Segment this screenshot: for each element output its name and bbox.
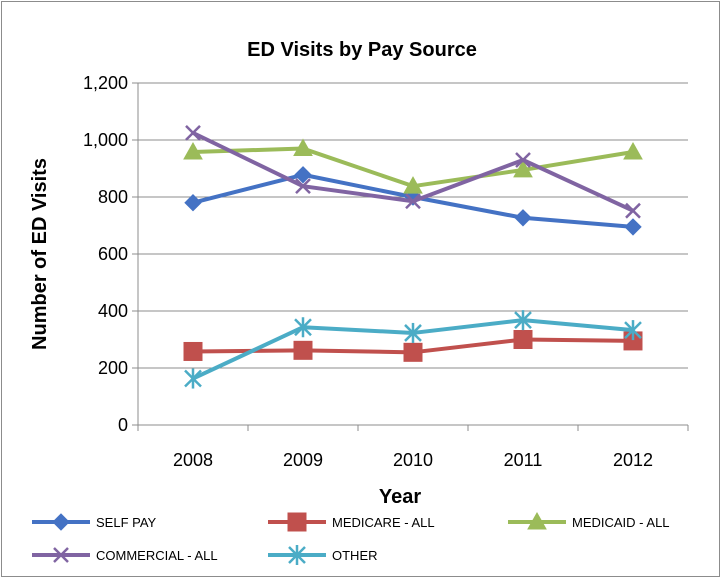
- legend-marker-stroke: [53, 547, 69, 563]
- series-medicare-all: [183, 330, 643, 362]
- data-point: [514, 209, 532, 227]
- data-point-stroke: [625, 202, 641, 219]
- y-tick-label: 1,000: [83, 130, 128, 150]
- legend: SELF PAY MEDICARE - ALL MEDICAID - ALL COMM…: [32, 511, 670, 565]
- series-other: [184, 310, 642, 389]
- data-point: [515, 152, 531, 168]
- x-tick-label: 2010: [393, 450, 433, 470]
- legend-label: SELF PAY: [96, 515, 157, 530]
- data-point: [295, 178, 311, 195]
- legend-marker: [53, 547, 69, 563]
- data-point-stroke: [295, 178, 311, 195]
- data-point-stroke: [515, 152, 531, 168]
- data-point: [183, 341, 203, 361]
- data-point: [294, 166, 312, 184]
- y-tick-label: 200: [98, 358, 128, 378]
- legend-label: COMMERCIAL - ALL: [96, 548, 218, 563]
- data-point: [623, 141, 643, 160]
- y-tick-label: 400: [98, 301, 128, 321]
- data-point: [403, 342, 423, 362]
- legend-item: OTHER: [268, 545, 378, 565]
- data-point: [514, 310, 532, 331]
- data-point: [625, 202, 641, 219]
- series-layer: [183, 124, 643, 389]
- legend-item: MEDICAID - ALL: [508, 511, 670, 530]
- legend-label: MEDICAID - ALL: [572, 515, 670, 530]
- series-self-pay: [184, 166, 642, 236]
- y-tick-label: 600: [98, 244, 128, 264]
- data-point: [403, 176, 423, 194]
- legend-marker: [287, 512, 307, 532]
- legend-marker: [52, 513, 70, 531]
- data-point: [184, 368, 202, 389]
- data-point-stroke: [185, 124, 201, 141]
- gridlines: [138, 82, 688, 369]
- legend-marker: [527, 511, 547, 530]
- legend-label: MEDICARE - ALL: [332, 515, 435, 530]
- legend-marker: [288, 545, 306, 565]
- legend-item: SELF PAY: [32, 513, 157, 531]
- data-point: [185, 124, 201, 141]
- data-point: [513, 330, 533, 349]
- data-point: [183, 141, 203, 160]
- x-tick-label: 2008: [173, 450, 213, 470]
- series-commercial-all: [185, 124, 641, 219]
- x-tick-label: 2012: [613, 450, 653, 470]
- y-tick-label: 1,200: [83, 73, 128, 93]
- data-point-stroke: [405, 193, 421, 210]
- series-medicaid-all: [183, 138, 643, 194]
- data-point: [624, 320, 642, 341]
- data-point: [513, 159, 533, 178]
- x-tick-label: 2011: [504, 450, 543, 470]
- chart-title: ED Visits by Pay Source: [247, 39, 477, 61]
- legend-item: MEDICARE - ALL: [268, 512, 435, 532]
- data-point: [293, 138, 313, 157]
- legend-item: COMMERCIAL - ALL: [32, 547, 218, 563]
- data-point: [293, 340, 313, 360]
- y-tick-label: 0: [118, 415, 128, 435]
- y-axis-title: Number of ED Visits: [29, 158, 51, 350]
- data-point: [404, 322, 422, 343]
- x-axis-title: Year: [379, 486, 421, 508]
- data-point: [294, 317, 312, 338]
- data-point: [184, 193, 202, 212]
- legend-label: OTHER: [332, 548, 378, 563]
- axes: 0 200 400 600 800 1,000 1,200 2008 2009 2010 2011 2…: [83, 73, 689, 470]
- data-point: [624, 218, 642, 236]
- data-point: [405, 193, 421, 210]
- y-tick-label: 800: [98, 187, 128, 207]
- x-tick-label: 2009: [283, 450, 323, 470]
